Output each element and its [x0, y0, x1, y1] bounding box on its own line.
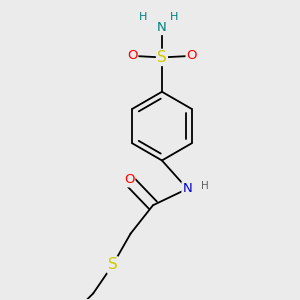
Text: H: H — [139, 12, 148, 22]
Text: O: O — [127, 50, 137, 62]
Text: O: O — [187, 50, 197, 62]
Text: O: O — [124, 173, 134, 186]
Text: H: H — [170, 12, 179, 22]
Text: S: S — [108, 257, 118, 272]
Text: S: S — [157, 50, 167, 65]
Text: H: H — [201, 181, 208, 191]
Text: N: N — [157, 21, 167, 34]
Text: N: N — [182, 182, 192, 195]
